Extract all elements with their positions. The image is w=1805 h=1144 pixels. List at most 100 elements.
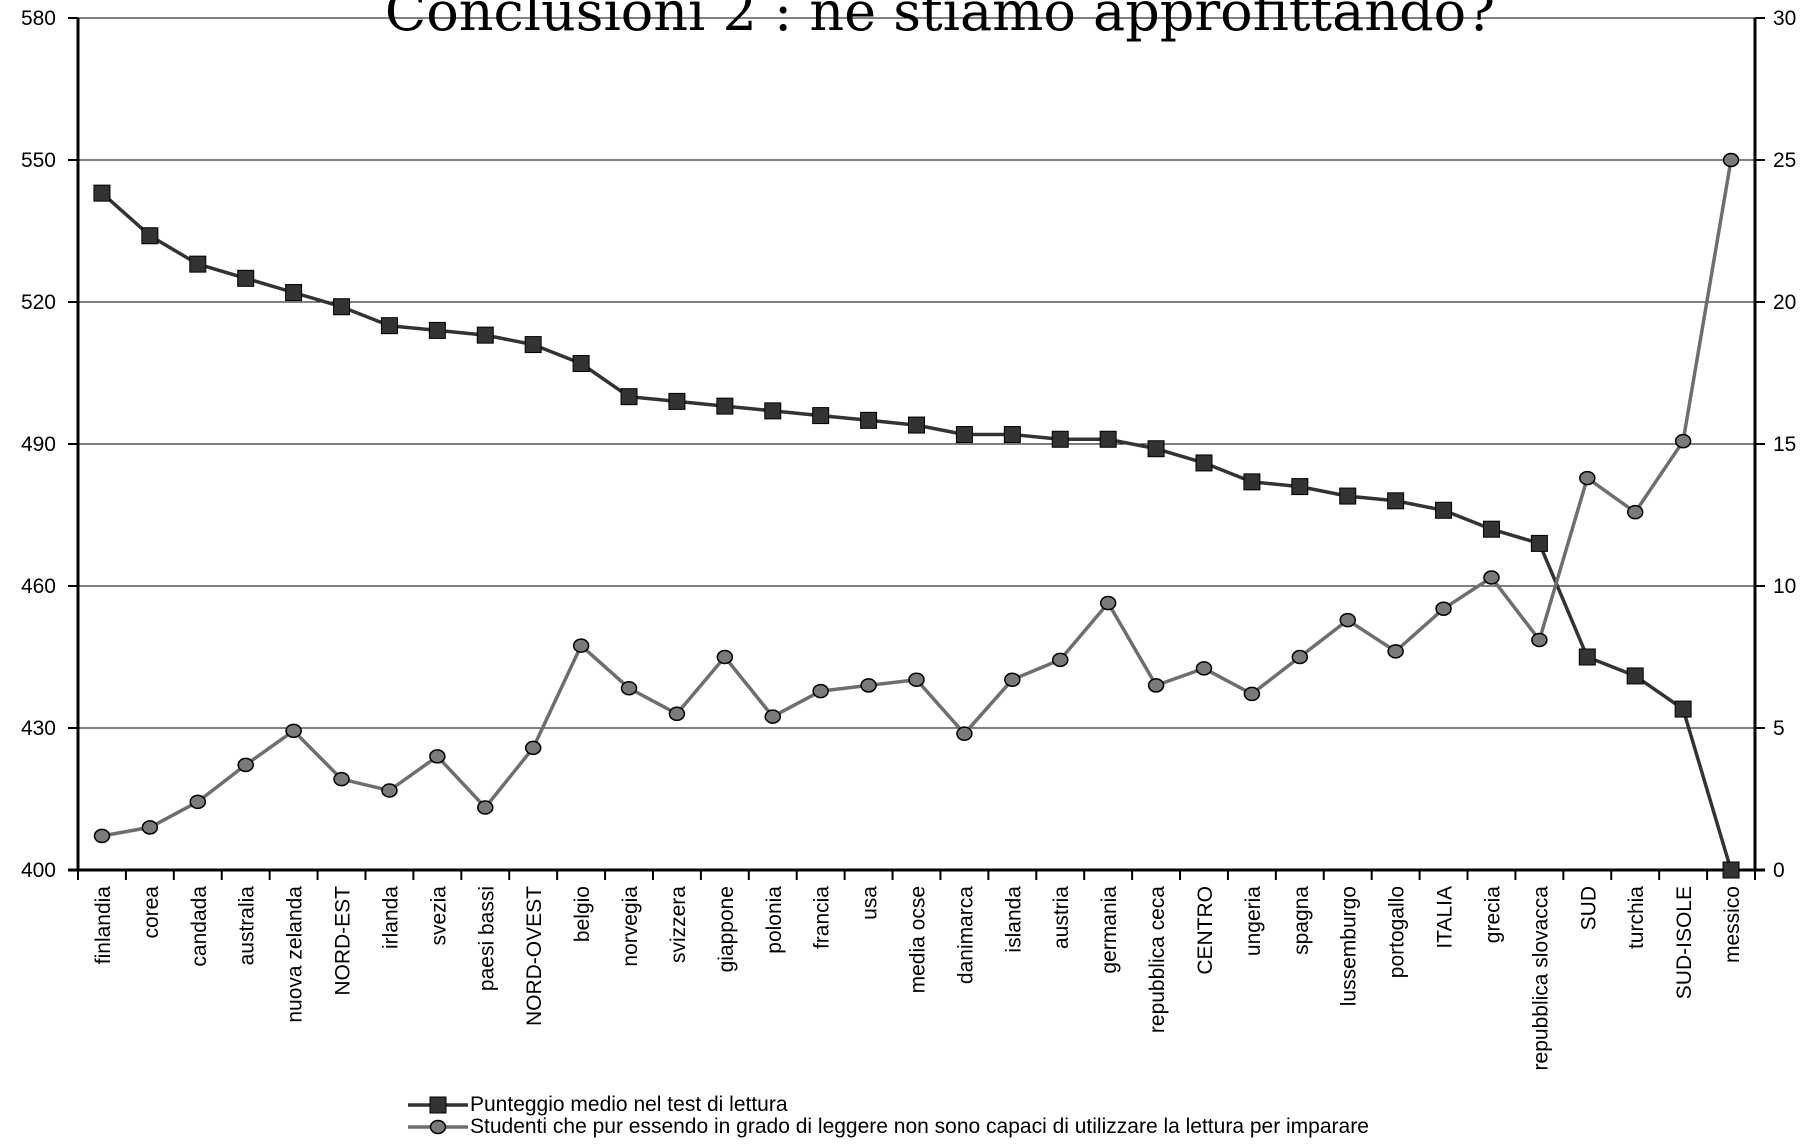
reading-score-point xyxy=(764,402,782,420)
students-percent-point xyxy=(1339,612,1356,628)
students-percent-point xyxy=(1147,678,1165,693)
right-tick-label: 5 xyxy=(1773,717,1785,740)
reading-score-point xyxy=(860,411,878,429)
students-percent-point xyxy=(524,740,542,756)
students-percent-point xyxy=(812,683,829,699)
legend-square-marker xyxy=(429,1096,447,1114)
students-percent-point xyxy=(1291,649,1309,665)
category-label: messico xyxy=(1721,886,1744,963)
category-label: ungeria xyxy=(1242,886,1265,956)
right-tick-label: 15 xyxy=(1773,433,1796,456)
category-label: polonia xyxy=(763,886,786,954)
category-label: irlanda xyxy=(379,886,402,949)
reading-score-point xyxy=(1051,430,1069,448)
left-tick-label: 520 xyxy=(21,291,56,314)
students-percent-point xyxy=(141,820,159,835)
right-tick-label: 10 xyxy=(1773,575,1796,598)
right-axis-tick-labels: 0 5 10 15 20 25 30 xyxy=(1773,7,1796,882)
left-tick-label: 430 xyxy=(21,717,56,740)
category-label: australia xyxy=(236,886,259,966)
students-percent-point xyxy=(429,749,446,764)
category-label: spagna xyxy=(1290,886,1313,955)
left-axis-tick-labels: 400 430 460 490 520 550 580 xyxy=(21,7,56,882)
legend-label: Punteggio medio nel test di lettura xyxy=(470,1093,788,1116)
students-percent-point xyxy=(1195,661,1213,676)
reading-score-point xyxy=(1530,534,1548,552)
students-percent-point xyxy=(189,794,207,810)
students-percent-point xyxy=(1004,672,1021,687)
right-tick-label: 25 xyxy=(1773,149,1796,172)
right-tick-label: 30 xyxy=(1773,7,1796,30)
reading-score-point xyxy=(524,336,542,354)
category-label: giappone xyxy=(715,886,738,972)
left-tick-label: 550 xyxy=(21,149,56,172)
category-label: germania xyxy=(1098,886,1121,974)
reading-score-point xyxy=(668,392,686,410)
students-percent-point xyxy=(1579,470,1596,486)
students-percent-point xyxy=(1483,570,1500,585)
students-percent-point xyxy=(716,649,734,665)
reading-score-point xyxy=(93,184,111,202)
reading-score-point xyxy=(1291,478,1309,496)
students-percent-point xyxy=(1099,595,1117,611)
reading-score-point xyxy=(237,269,255,287)
reading-score-point xyxy=(908,416,925,434)
left-tick-label: 580 xyxy=(21,7,56,30)
reading-score-point xyxy=(1243,473,1261,491)
reading-score-point xyxy=(1339,487,1357,505)
legend: Punteggio medio nel test di letturaStude… xyxy=(408,1093,1369,1138)
right-tick-label: 20 xyxy=(1773,291,1796,314)
left-tick-label: 490 xyxy=(21,433,56,456)
reading-score-point xyxy=(1722,861,1740,879)
category-label: media ocse xyxy=(907,886,930,993)
category-label: finlandia xyxy=(92,886,115,965)
category-label: ITALIA xyxy=(1434,886,1457,949)
category-label: svezia xyxy=(427,886,450,946)
students-percent-point xyxy=(1387,644,1404,659)
students-percent-point xyxy=(1243,686,1261,702)
legend-circle-marker xyxy=(429,1119,447,1135)
category-label: austria xyxy=(1050,886,1073,949)
reading-score-point xyxy=(380,317,398,335)
students-percent-point xyxy=(956,726,973,741)
students-percent-point xyxy=(572,638,590,653)
reading-score-point xyxy=(812,407,830,425)
reading-score-point xyxy=(1099,430,1117,448)
category-label: norvegia xyxy=(619,886,642,967)
axes xyxy=(68,17,1765,880)
category-label: candada xyxy=(188,886,211,967)
reading-score-point xyxy=(476,326,494,344)
reading-score-point xyxy=(333,298,351,316)
category-label: NORD-EST xyxy=(332,886,355,996)
category-label: turchia xyxy=(1625,886,1648,949)
category-label: CENTRO xyxy=(1194,886,1217,975)
series-markers xyxy=(93,152,1740,879)
category-tick-labels: finlandia corea candada australia nuova zela… xyxy=(92,886,1744,1071)
reading-score-point xyxy=(1482,520,1500,538)
category-label: corea xyxy=(140,886,163,939)
students-percent-point xyxy=(93,828,111,844)
reading-score-point xyxy=(1387,492,1405,510)
reading-score-point xyxy=(1674,700,1692,718)
series-lines xyxy=(100,159,1733,871)
reading-score-point xyxy=(955,426,973,444)
reading-score-point xyxy=(1003,426,1021,444)
students-percent-point xyxy=(620,680,638,696)
students-percent-point xyxy=(1674,433,1692,449)
reading-score-point xyxy=(1435,501,1453,519)
reading-score-point xyxy=(189,255,207,273)
students-percent-point xyxy=(477,800,494,815)
reading-score-point xyxy=(141,227,159,245)
reading-score-point xyxy=(572,355,590,373)
category-label: SUD-ISOLE xyxy=(1673,886,1696,999)
students-percent-point xyxy=(1722,152,1740,168)
students-percent-point xyxy=(908,672,925,687)
category-label: usa xyxy=(859,886,882,920)
students-percent-point xyxy=(764,709,782,724)
category-label: svizzera xyxy=(667,886,690,963)
left-tick-label: 400 xyxy=(21,859,56,882)
category-label: lussemburgo xyxy=(1338,886,1361,1006)
reading-score-point xyxy=(716,397,734,415)
category-label: NORD-OVEST xyxy=(523,886,546,1026)
